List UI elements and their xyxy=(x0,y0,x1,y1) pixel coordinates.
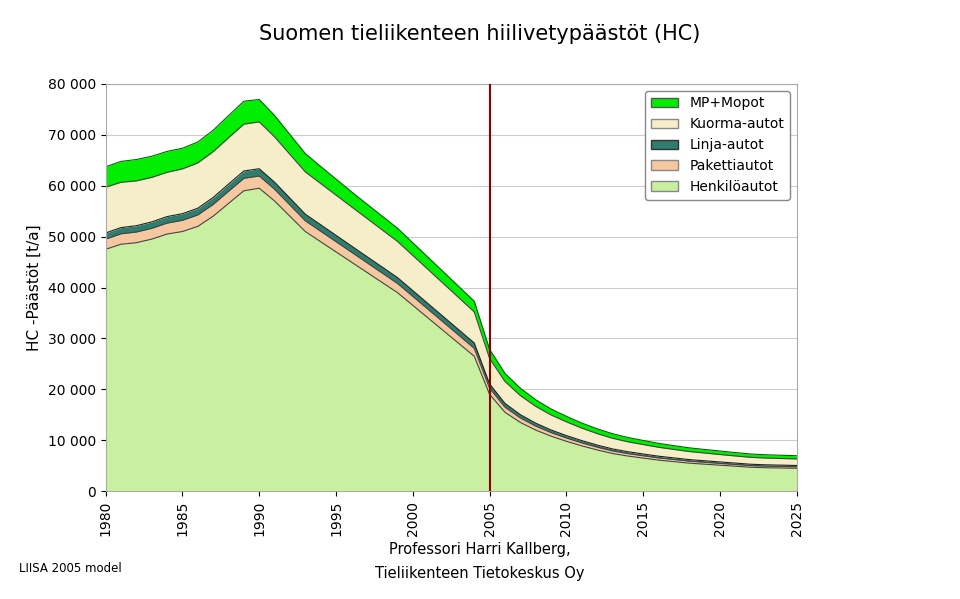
Text: LIISA 2005 model: LIISA 2005 model xyxy=(19,562,122,575)
Text: Tieliikenteen Tietokeskus Oy: Tieliikenteen Tietokeskus Oy xyxy=(375,566,585,581)
Y-axis label: HC -Päästöt [t/a]: HC -Päästöt [t/a] xyxy=(27,224,42,351)
Text: Professori Harri Kallberg,: Professori Harri Kallberg, xyxy=(389,542,571,557)
Text: Suomen tieliikenteen hiilivetypäästöt (HC): Suomen tieliikenteen hiilivetypäästöt (H… xyxy=(259,24,701,44)
Legend: MP+Mopot, Kuorma-autot, Linja-autot, Pakettiautot, Henkilöautot: MP+Mopot, Kuorma-autot, Linja-autot, Pak… xyxy=(645,91,790,199)
